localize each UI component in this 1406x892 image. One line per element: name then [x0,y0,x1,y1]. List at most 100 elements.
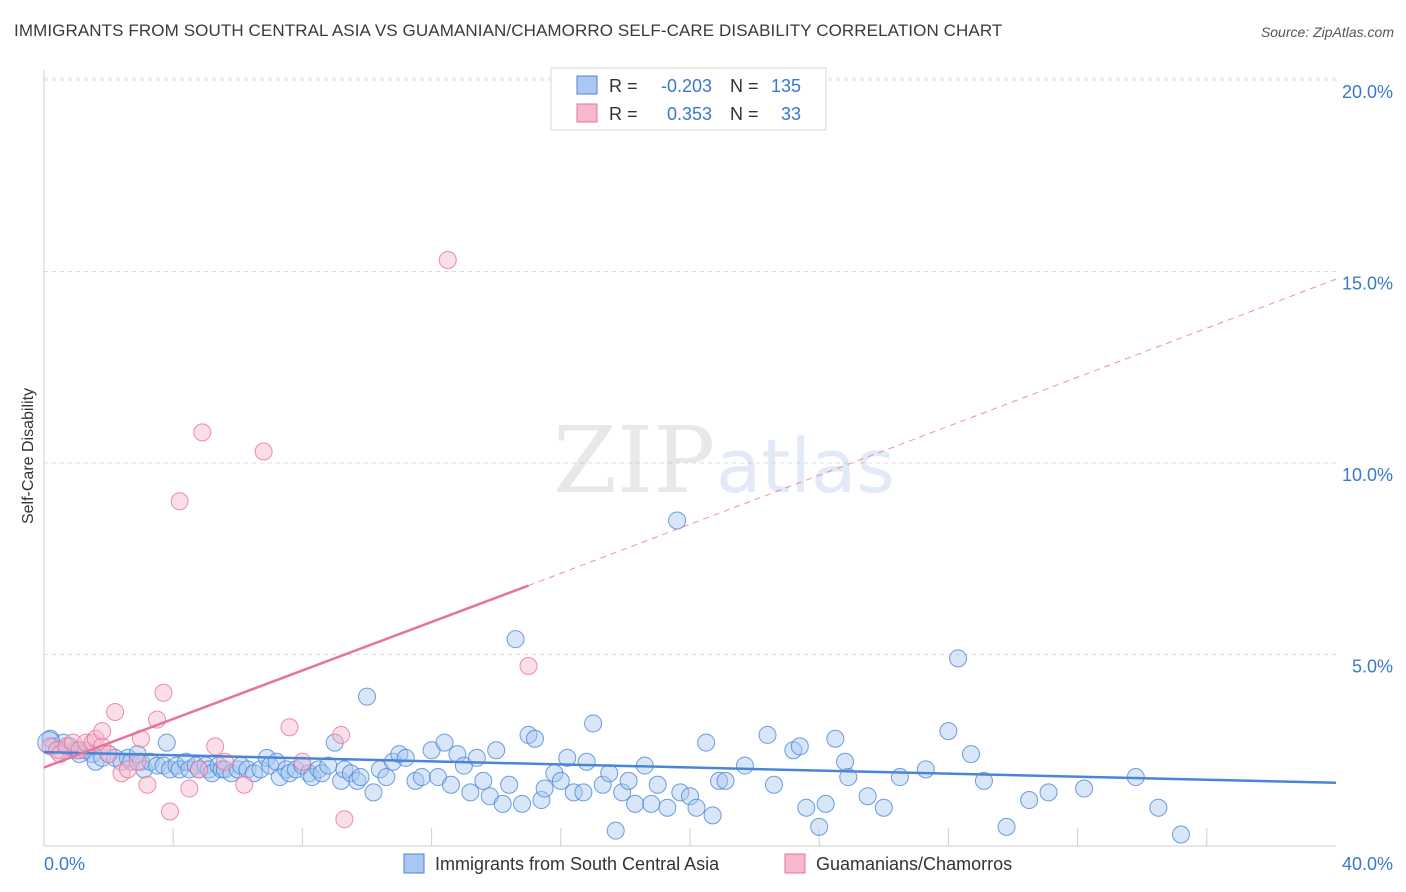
x-tick-label-min: 0.0% [44,854,85,874]
point-pink-27 [235,775,254,794]
point-blue-113 [716,771,735,790]
point-pink-14 [118,760,137,779]
point-blue-105 [658,798,677,817]
point-blue-108 [681,787,699,806]
top-legend: R = -0.203 N = 135 R = 0.353 N = 33 [550,67,827,131]
point-blue-83 [506,630,525,649]
point-blue-93 [574,783,593,802]
trend-line-pink [43,584,529,769]
point-blue-124 [839,768,858,787]
chart-title: IMMIGRANTS FROM SOUTH CENTRAL ASIA VS GU… [14,21,1003,40]
source-label: Source: ZipAtlas.com [1260,24,1394,40]
bottom-legend-label-pink: Guamanians/Chamorros [816,854,1012,874]
point-blue-41 [251,760,270,779]
point-blue-133 [997,817,1016,836]
point-blue-73 [441,775,460,794]
point-blue-72 [435,733,454,752]
point-blue-67 [396,748,415,767]
point-blue-112 [710,771,729,790]
point-blue-84 [513,794,532,813]
axes [43,70,1336,847]
trend-lines [43,278,1337,785]
y-tick-labels: 5.0% 10.0% 15.0% 20.0% [1342,82,1393,677]
watermark-zip: ZIP [553,407,715,514]
point-blue-82 [500,775,519,794]
legend-n-label-pink: N = [730,104,759,124]
trend-line-blue [43,750,1337,785]
point-blue-138 [1149,798,1168,817]
y-tick-label-15: 15.0% [1342,274,1393,294]
point-blue-98 [606,821,625,840]
point-pink-29 [280,718,299,737]
point-blue-56 [332,771,351,790]
point-blue-129 [939,722,958,741]
y-axis-label: Self-Care Disability [20,388,37,524]
point-pink-30 [293,752,312,771]
point-pink-25 [206,737,225,756]
point-blue-87 [532,791,551,810]
legend-r-label-blue: R = [609,76,638,96]
point-blue-55 [325,733,344,752]
point-pink-21 [170,492,189,511]
point-blue-45 [270,768,289,787]
point-blue-128 [916,760,935,779]
point-blue-122 [826,729,845,748]
legend-r-value-blue: -0.203 [661,76,712,96]
point-blue-64 [377,768,396,787]
point-pink-12 [106,702,125,721]
point-blue-62 [364,783,383,802]
point-pink-32 [335,810,354,829]
legend-n-value-pink: 33 [781,104,801,124]
point-pink-17 [138,775,157,794]
y-tick-label-20: 20.0% [1342,82,1393,102]
point-pink-22 [180,779,199,798]
point-pink-34 [519,656,538,675]
legend-r-label-pink: R = [609,104,638,124]
point-blue-121 [816,794,835,813]
point-blue-118 [790,737,809,756]
point-blue-96 [593,775,612,794]
point-pink-33 [438,251,457,270]
point-blue-99 [613,783,632,802]
point-blue-81 [493,794,512,813]
point-blue-80 [487,741,506,760]
x-tick-label-max: 40.0% [1342,854,1393,874]
bottom-legend-label-blue: Immigrants from South Central Asia [435,854,720,874]
series-guamanians-chamorros [41,251,538,829]
point-blue-78 [474,771,493,790]
point-blue-100 [619,771,638,790]
point-blue-136 [1075,779,1094,798]
point-blue-51 [303,768,322,787]
point-blue-69 [412,768,431,787]
point-blue-53 [312,764,331,783]
point-pink-15 [128,752,147,771]
point-blue-131 [962,745,981,764]
point-blue-107 [671,783,690,802]
point-blue-94 [577,752,596,771]
point-blue-90 [551,771,570,790]
point-blue-77 [467,748,486,767]
gridlines [44,77,1336,655]
bottom-legend-swatch-pink [784,853,806,874]
point-blue-130 [949,649,968,668]
point-blue-91 [558,748,577,767]
point-pink-24 [193,423,212,442]
watermark-atlas: atlas [716,424,895,510]
legend-swatch-pink [576,103,598,123]
point-blue-95 [584,714,603,733]
bottom-legend-swatch-blue [403,853,425,874]
point-blue-111 [703,806,722,825]
point-blue-135 [1039,783,1058,802]
point-pink-20 [160,802,179,821]
point-blue-61 [358,687,376,706]
legend-r-value-pink: 0.353 [667,104,712,124]
point-pink-19 [154,683,173,702]
point-blue-103 [642,794,661,813]
point-blue-116 [764,775,783,794]
watermark: ZIP atlas [553,407,895,514]
point-blue-97 [600,764,619,783]
trend-line-pink-extension [528,278,1337,587]
y-tick-label-10: 10.0% [1342,465,1393,485]
point-blue-101 [626,794,645,813]
